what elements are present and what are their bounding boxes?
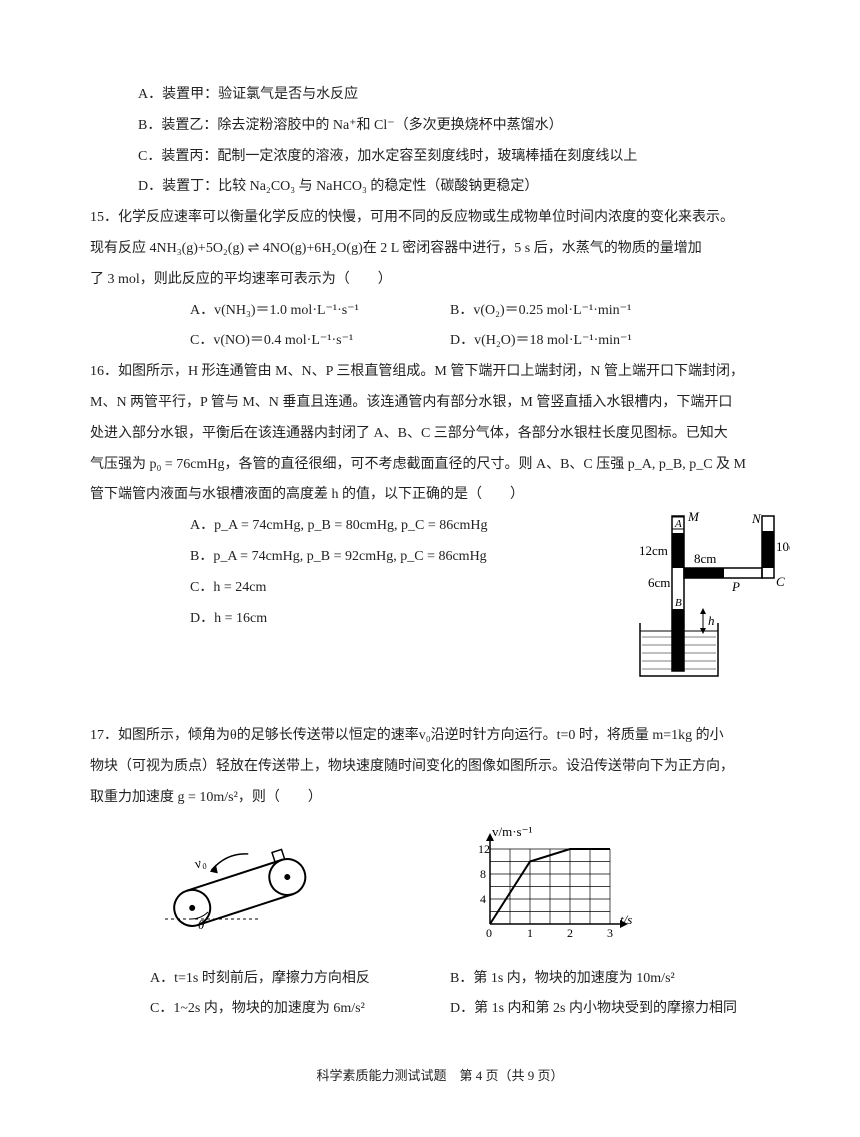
q16-opt-D: D．h = 16cm xyxy=(90,604,620,635)
q15-row-CD: C．v(NO)＝0.4 mol·L⁻¹·s⁻¹ D．v(H₂O)＝18 mol·… xyxy=(90,326,790,357)
q14-opt-D: D．装置丁：比较 Na₂CO₃ 与 NaHCO₃ 的稳定性（碳酸钠更稳定） xyxy=(90,172,790,203)
q17-stem-3: 取重力加速度 g = 10m/s²，则（ ） xyxy=(90,783,790,814)
label-6cm: 6cm xyxy=(648,575,670,590)
xtick-2: 2 xyxy=(567,926,573,940)
q17-opt-A: A．t=1s 时刻前后，摩擦力方向相反 xyxy=(150,964,450,995)
label-M: M xyxy=(687,511,700,524)
label-A: A xyxy=(674,518,682,530)
xtick-1: 1 xyxy=(527,926,533,940)
q17-figures: v₀ θ v/m·s⁻¹ t/s xyxy=(90,814,640,964)
label-h: h xyxy=(708,613,715,628)
q17-opt-D: D．第 1s 内和第 2s 内小物块受到的摩擦力相同 xyxy=(450,994,737,1025)
q17-stem-1: 17．如图所示，倾角为θ的足够长传送带以恒定的速率v₀沿逆时针方向运行。t=0 … xyxy=(90,721,790,752)
page-footer: 科学素质能力测试试题 第 4 页（共 9 页） xyxy=(90,1065,790,1084)
label-v0: v₀ xyxy=(193,854,208,872)
q15-opt-A: A．v(NH₃)＝1.0 mol·L⁻¹·s⁻¹ xyxy=(190,296,450,327)
q15-opt-B: B．v(O₂)＝0.25 mol·L⁻¹·min⁻¹ xyxy=(450,296,631,327)
q16-stem-5: 管下端管内液面与水银槽液面的高度差 h 的值，以下正确的是（ ） xyxy=(90,480,790,511)
xtick-3: 3 xyxy=(607,926,613,940)
label-P: P xyxy=(731,579,740,594)
q14-opt-C: C．装置丙：配制一定浓度的溶液，加水定容至刻度线时，玻璃棒插在刻度线以上 xyxy=(90,142,790,173)
label-10cm: 10cm xyxy=(776,539,790,554)
label-N: N xyxy=(751,511,762,526)
q17-graph: v/m·s⁻¹ t/s xyxy=(460,824,640,944)
q16-diagram: A M 12cm 6cm 8cm P N 10cm C xyxy=(620,511,790,701)
q17-belt-diagram: v₀ θ xyxy=(140,824,330,934)
q17-opt-B: B．第 1s 内，物块的加速度为 10m/s² xyxy=(450,964,675,995)
ytick-12: 12 xyxy=(478,842,490,856)
q15-opt-C: C．v(NO)＝0.4 mol·L⁻¹·s⁻¹ xyxy=(190,326,450,357)
q14-opt-A: A．装置甲：验证氯气是否与水反应 xyxy=(90,80,790,111)
q16-stem-3: 处进入部分水银，平衡后在该连通器内封闭了 A、B、C 三部分气体，各部分水银柱长… xyxy=(90,419,790,450)
q15-stem-2: 现有反应 4NH₃(g)+5O₂(g) ⇌ 4NO(g)+6H₂O(g)在 2 … xyxy=(90,234,790,265)
q16-opt-A: A．p_A = 74cmHg, p_B = 80cmHg, p_C = 86cm… xyxy=(90,511,620,542)
q17-stem-2: 物块（可视为质点）轻放在传送带上，物块速度随时间变化的图像如图所示。设沿传送带向… xyxy=(90,752,790,783)
page: A．装置甲：验证氯气是否与水反应 B．装置乙：除去淀粉溶胶中的 Na⁺和 Cl⁻… xyxy=(0,0,860,1137)
q15-opt-D: D．v(H₂O)＝18 mol·L⁻¹·min⁻¹ xyxy=(450,326,632,357)
q16-stem-1: 16．如图所示，H 形连通管由 M、N、P 三根直管组成。M 管下端开口上端封闭… xyxy=(90,357,790,388)
label-C: C xyxy=(776,574,785,589)
label-theta: θ xyxy=(198,917,205,932)
ytick-8: 8 xyxy=(480,867,486,881)
xtick-0: 0 xyxy=(486,926,492,940)
q14-opt-B: B．装置乙：除去淀粉溶胶中的 Na⁺和 Cl⁻（多次更换烧杯中蒸馏水） xyxy=(90,111,790,142)
label-12cm: 12cm xyxy=(639,543,668,558)
q15-row-AB: A．v(NH₃)＝1.0 mol·L⁻¹·s⁻¹ B．v(O₂)＝0.25 mo… xyxy=(90,296,790,327)
q16-opt-B: B．p_A = 74cmHg, p_B = 92cmHg, p_C = 86cm… xyxy=(90,542,620,573)
ytick-4: 4 xyxy=(480,892,486,906)
q16-stem-2: M、N 两管平行，P 管与 M、N 垂直且连通。该连通管内有部分水银，M 管竖直… xyxy=(90,388,790,419)
q16-fig-area: A．p_A = 74cmHg, p_B = 80cmHg, p_C = 86cm… xyxy=(90,511,790,701)
q16-stem-4: 气压强为 p₀ = 76cmHg，各管的直径很细，可不考虑截面直径的尺寸。则 A… xyxy=(90,450,790,481)
q15-stem-1: 15．化学反应速率可以衡量化学反应的快慢，可用不同的反应物或生成物单位时间内浓度… xyxy=(90,203,790,234)
label-8cm: 8cm xyxy=(694,551,716,566)
label-B: B xyxy=(675,597,682,609)
graph-ylabel: v/m·s⁻¹ xyxy=(492,824,532,839)
q16-opt-C: C．h = 24cm xyxy=(90,573,620,604)
q17-opt-C: C．1~2s 内，物块的加速度为 6m/s² xyxy=(150,994,450,1025)
q15-stem-3: 了 3 mol，则此反应的平均速率可表示为（ ） xyxy=(90,265,790,296)
